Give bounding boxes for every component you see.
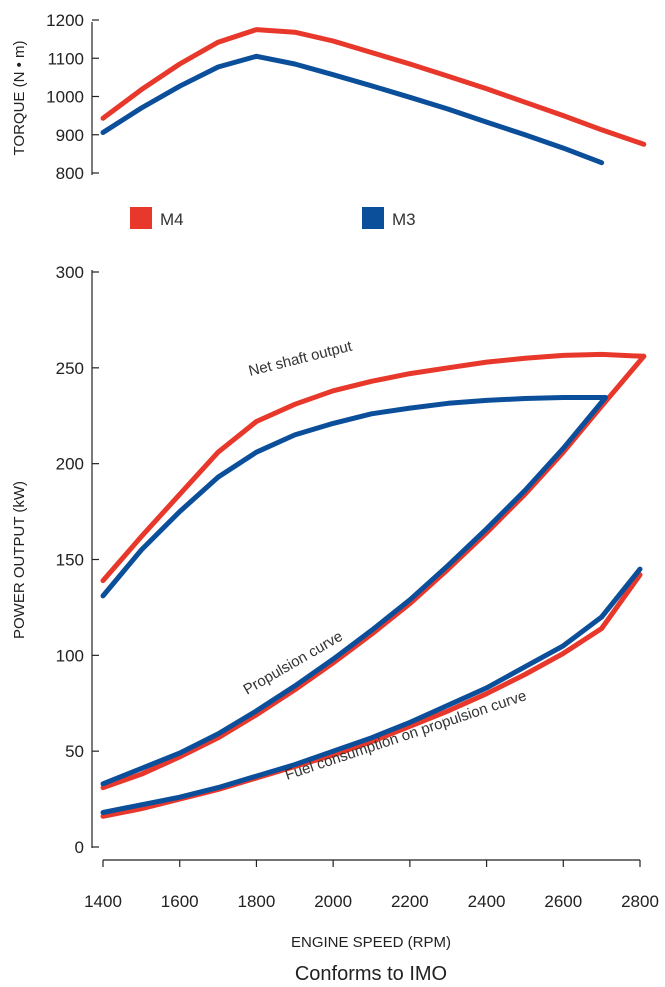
torque-y-ticks: 800 900 1000 1100 1200 [46,11,99,183]
power-series-propulsion-curve-m3 [100,395,608,787]
torque-series-m4 [100,27,647,147]
power-y-tick-label: 150 [56,551,84,570]
torque-y-axis-title: TORQUE (N • m) [11,41,28,156]
torque-y-tick-label: 1200 [46,11,84,30]
torque-chart: 800 900 1000 1100 1200 TORQUE (N • m) [11,11,647,183]
power-y-ticks: 0 50 100 150 200 250 300 [56,263,99,857]
torque-y-tick-label: 1100 [47,49,84,68]
power-x-tick-label: 2000 [314,892,352,911]
power-chart: 0 50 100 150 200 250 300 1400 1600 1800 2000 2200 2… [11,263,659,951]
power-series-propulsion-curve-m4 [100,353,647,791]
power-series-fuel-consumption-on-propulsion-curve-m4 [100,572,643,819]
torque-y-tick-label: 1000 [46,88,84,107]
power-x-tick-label: 2800 [621,892,659,911]
power-x-tick-label: 2400 [468,892,506,911]
torque-y-tick-label: 900 [56,126,84,145]
power-series-net-shaft-output-m4 [100,351,647,584]
power-y-tick-label: 50 [65,742,84,761]
power-x-axis-title: ENGINE SPEED (RPM) [291,934,451,951]
legend-label-m4: M4 [160,210,184,229]
power-y-tick-label: 300 [56,263,84,282]
annotation-fuel-consumption: Fuel consumption on propulsion curve [283,687,529,784]
power-x-tick-label: 1600 [161,892,199,911]
legend-swatch-m3 [362,207,384,229]
power-series-fuel-consumption-on-propulsion-curve-m3 [100,566,643,815]
power-y-tick-label: 250 [56,359,84,378]
power-x-tick-label: 1800 [238,892,276,911]
legend-label-m3: M3 [392,210,416,229]
power-x-tick-label: 1400 [84,892,122,911]
legend: M4 M3 [130,207,416,229]
power-series [100,351,647,819]
power-x-tick-label: 2200 [391,892,429,911]
torque-y-tick-label: 800 [56,164,84,183]
chart-caption: Conforms to IMO [295,963,447,985]
power-y-tick-label: 0 [75,838,84,857]
power-y-axis-title: POWER OUTPUT (kW) [11,481,28,639]
torque-series-m3 [100,53,605,166]
annotation-net-shaft-output: Net shaft output [247,338,355,380]
power-x-ticks: 1400 1600 1800 2000 2200 2400 2600 2800 [84,860,659,911]
torque-series [100,27,647,166]
power-y-tick-label: 200 [56,455,84,474]
power-x-tick-label: 2600 [544,892,582,911]
legend-swatch-m4 [130,207,152,229]
power-y-tick-label: 100 [56,646,84,665]
power-series-net-shaft-output-m3 [100,395,608,599]
